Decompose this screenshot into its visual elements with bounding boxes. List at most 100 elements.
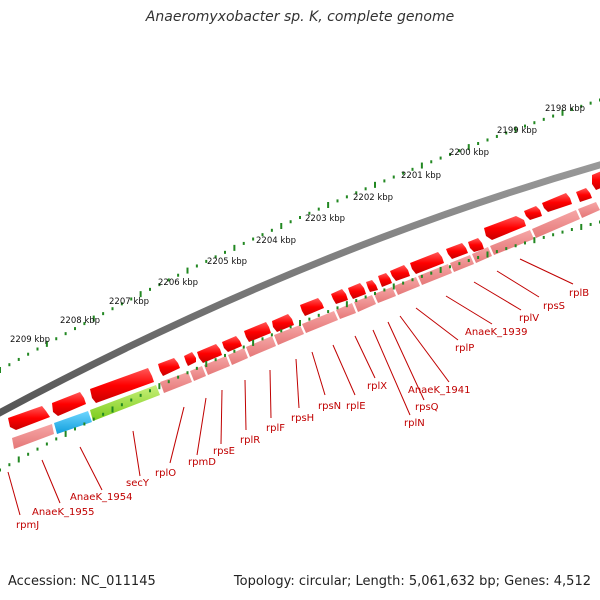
inner-minor-tick [308, 317, 311, 321]
scale-minor-tick [8, 363, 11, 367]
inner-ticks [0, 220, 600, 472]
scale-minor-tick [55, 337, 58, 341]
inner-major-tick [345, 301, 348, 308]
inner-minor-tick [261, 337, 264, 341]
scale-major-tick [280, 223, 283, 230]
inner-minor-tick [327, 310, 330, 314]
cds-block [204, 356, 230, 375]
gene-label: rpsQ [415, 402, 439, 413]
inner-minor-tick [55, 437, 58, 441]
scale-minor-tick [458, 149, 461, 153]
inner-major-tick [158, 383, 161, 390]
cds-block [490, 230, 534, 255]
inner-minor-tick [552, 233, 555, 237]
scale-minor-tick [570, 108, 573, 112]
cds-strand [12, 202, 600, 449]
scale-major-tick [561, 109, 564, 116]
gene-label: secY [126, 478, 150, 489]
inner-minor-tick [120, 403, 123, 407]
gene-label: rplB [569, 288, 589, 299]
gene-arrow [8, 406, 50, 430]
gene-arrow [524, 206, 542, 220]
scale-minor-tick [317, 207, 320, 211]
scale-major-tick [139, 291, 142, 298]
inner-minor-tick [467, 259, 470, 263]
map-title: Anaeromyxobacter sp. K, complete genome [145, 9, 455, 25]
gene-arrow [272, 314, 294, 332]
scale-minor-tick [355, 191, 358, 195]
inner-minor-tick [355, 299, 358, 303]
scale-label: 2206 kbp [158, 278, 198, 288]
gene-label: rplV [519, 313, 539, 324]
inner-major-tick [580, 223, 583, 230]
scale-minor-tick [336, 199, 339, 203]
inner-minor-tick [374, 291, 376, 295]
scale-minor-tick [214, 255, 217, 259]
inner-minor-tick [317, 313, 320, 317]
backbone [0, 161, 600, 417]
gene-labels: rplB rpsS rplV AnaeK_1939 rplP AnaeK_1941 rplX… [16, 288, 589, 531]
inner-minor-tick [280, 329, 283, 333]
scale-label: 2209 kbp [10, 335, 50, 345]
cds-block [336, 303, 356, 319]
inner-minor-tick [514, 244, 517, 248]
scale-labels: 2198 kbp 2199 kbp 2200 kbp 2201 kbp 2202 kbp… [10, 104, 585, 345]
scale-minor-tick [177, 273, 180, 277]
scale-label: 2201 kbp [401, 171, 441, 181]
inner-minor-tick [524, 241, 526, 245]
inner-minor-tick [458, 262, 461, 266]
inner-minor-tick [336, 306, 339, 310]
inner-major-tick [111, 406, 114, 413]
inner-minor-tick [27, 452, 30, 456]
adenylate-kinase-block [54, 411, 92, 434]
inner-major-tick [17, 456, 20, 463]
inner-minor-tick [186, 371, 189, 375]
scale-minor-tick [224, 250, 226, 254]
inner-major-tick [205, 360, 208, 367]
inner-minor-tick [364, 295, 367, 299]
secY-block [90, 385, 160, 421]
genome-info-text: Topology: circular; Length: 5,061,632 bp… [233, 574, 591, 589]
scale-minor-tick [552, 114, 555, 118]
inner-minor-tick [8, 463, 11, 467]
scale-minor-tick [299, 216, 301, 219]
gene-arrow [390, 265, 410, 281]
gene-arrow [446, 243, 468, 259]
gene-label: rplO [155, 468, 176, 479]
scale-major-tick [374, 181, 376, 188]
gene-label: rplR [240, 435, 260, 446]
scale-minor-tick [130, 297, 133, 301]
cds-block [302, 311, 338, 333]
cds-block [394, 277, 420, 295]
inner-major-tick [299, 320, 301, 326]
scale-major-tick [467, 144, 470, 151]
scale-label: 2203 kbp [305, 214, 345, 224]
scale-major-tick [420, 162, 423, 169]
scale-major-tick [233, 244, 236, 251]
scale-minor-tick [252, 237, 255, 241]
gene-label: AnaeK_1939 [465, 327, 527, 338]
gene-arrow [300, 298, 324, 316]
gene-arrow [576, 188, 592, 202]
scale-label: 2200 kbp [449, 148, 489, 158]
scale-minor-tick [289, 220, 292, 224]
inner-minor-tick [411, 278, 414, 282]
cds-block [12, 424, 54, 449]
cds-block [532, 210, 580, 238]
scale-minor-tick [364, 187, 367, 191]
scale-minor-tick [477, 142, 480, 146]
inner-minor-tick [420, 274, 423, 278]
inner-minor-tick [289, 325, 292, 329]
scale-minor-tick [149, 287, 151, 291]
inner-minor-tick [505, 247, 508, 251]
gene-label: rplF [266, 423, 285, 434]
scale-minor-tick [430, 160, 433, 164]
scale-minor-tick [308, 211, 311, 215]
scale-major-tick [327, 201, 330, 208]
scale-minor-tick [486, 138, 489, 142]
gene-arrow [468, 238, 484, 252]
inner-minor-tick [195, 366, 198, 370]
inner-minor-tick [83, 422, 86, 426]
inner-minor-tick [224, 353, 226, 357]
inner-major-tick [486, 251, 489, 258]
